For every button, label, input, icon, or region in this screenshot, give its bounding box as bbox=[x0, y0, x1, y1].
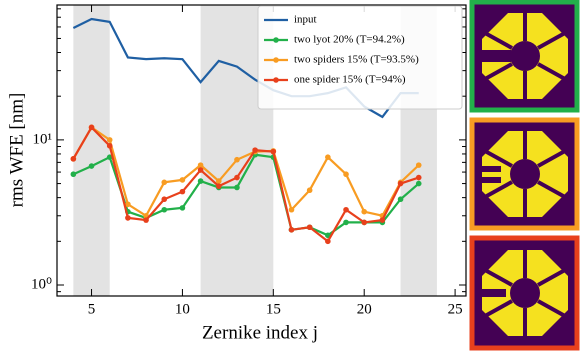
data-point bbox=[343, 206, 349, 213]
data-point bbox=[88, 124, 95, 131]
legend-label: two lyot 20% (T=94.2%) bbox=[294, 34, 405, 46]
data-point bbox=[288, 227, 295, 233]
data-point bbox=[179, 177, 186, 183]
legend-label: one spider 15% (T=94%) bbox=[294, 74, 406, 86]
x-tick-label: 15 bbox=[266, 301, 281, 317]
data-point bbox=[161, 196, 168, 203]
data-point bbox=[161, 206, 168, 213]
data-point bbox=[397, 196, 404, 203]
y-tick-label: 10¹ bbox=[33, 131, 53, 147]
data-point bbox=[415, 162, 422, 168]
data-point bbox=[325, 238, 331, 245]
y-tick-label: 10⁰ bbox=[31, 276, 52, 292]
x-tick-label: 20 bbox=[357, 301, 372, 317]
x-axis-label: Zernike index j bbox=[202, 322, 318, 343]
x-tick-label: 10 bbox=[175, 301, 190, 317]
data-point bbox=[397, 180, 404, 187]
series-line bbox=[72, 125, 420, 218]
series-line bbox=[72, 125, 420, 243]
data-point bbox=[179, 188, 186, 195]
legend-label: input bbox=[294, 14, 317, 26]
data-point bbox=[306, 224, 313, 231]
data-point bbox=[197, 167, 204, 173]
legend-marker bbox=[273, 77, 279, 83]
data-point bbox=[197, 178, 204, 184]
data-point bbox=[325, 154, 331, 160]
data-point bbox=[179, 205, 186, 211]
x-tick-label: 5 bbox=[88, 301, 96, 317]
x-tick-label: 25 bbox=[448, 301, 463, 317]
data-point bbox=[215, 183, 222, 189]
data-point bbox=[415, 180, 422, 187]
pupil-panel bbox=[469, 235, 580, 351]
data-point bbox=[106, 143, 113, 149]
data-point bbox=[361, 219, 368, 226]
data-point bbox=[379, 217, 386, 223]
data-point bbox=[234, 174, 240, 181]
legend-marker bbox=[273, 37, 279, 43]
plot-frame bbox=[56, 4, 467, 297]
data-point bbox=[88, 163, 95, 169]
legend-marker bbox=[273, 57, 279, 63]
data-point bbox=[306, 187, 313, 194]
pupil-panel bbox=[469, 0, 580, 113]
data-point bbox=[143, 217, 149, 223]
y-axis-label: rms WFE [nm] bbox=[6, 93, 27, 208]
series-line bbox=[72, 153, 420, 237]
data-point bbox=[234, 156, 240, 163]
data-point bbox=[234, 184, 240, 191]
data-point bbox=[70, 171, 77, 178]
data-point bbox=[215, 178, 222, 184]
data-point bbox=[125, 215, 131, 221]
data-point bbox=[161, 179, 168, 186]
data-point bbox=[415, 174, 422, 181]
data-point bbox=[125, 201, 131, 208]
data-point bbox=[106, 137, 113, 143]
data-point bbox=[270, 148, 277, 155]
plot: 5 10 15 20 25 10⁰ 10¹ input two lyot 20% (T=94.2… bbox=[31, 4, 467, 317]
data-point bbox=[361, 208, 368, 215]
legend-box bbox=[257, 5, 463, 110]
data-point bbox=[343, 171, 349, 178]
data-point bbox=[343, 219, 349, 226]
legend-label: two spiders 15% (T=93.5%) bbox=[294, 54, 419, 66]
data-point bbox=[197, 162, 204, 168]
pupil-panel bbox=[469, 117, 580, 231]
data-point bbox=[288, 206, 295, 213]
data-point bbox=[252, 147, 258, 153]
data-point bbox=[70, 156, 77, 162]
